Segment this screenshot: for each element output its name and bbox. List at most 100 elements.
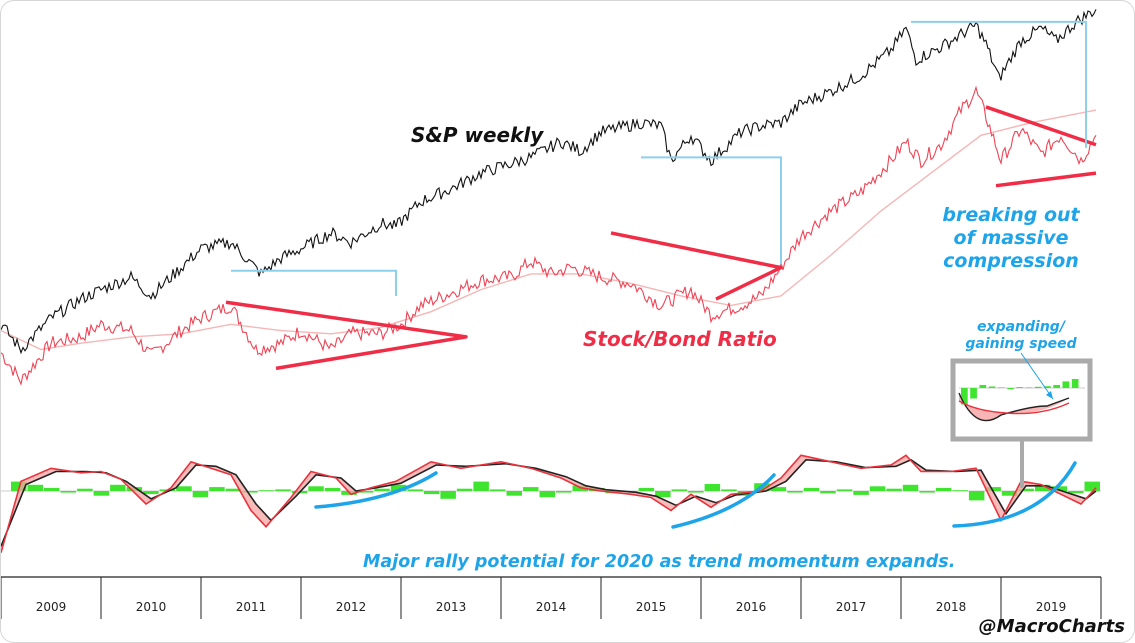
histogram-bar <box>357 491 374 493</box>
x-tick-label: 2016 <box>736 600 767 614</box>
histogram-bar <box>27 484 43 491</box>
arc-2012 <box>314 471 438 509</box>
histogram-bar <box>523 487 539 491</box>
series-ratio-moving-average <box>1 109 1097 351</box>
histogram-bar <box>836 489 853 491</box>
breakout-line-2: of massive <box>954 227 1069 249</box>
triangle-2018-upper <box>985 105 1097 147</box>
x-tick-label: 2014 <box>536 600 567 614</box>
breakout-box-2019 <box>911 20 1087 148</box>
x-tick-label: 2019 <box>1036 600 1067 614</box>
histogram-bar <box>638 487 655 491</box>
spx-label: S&P weekly <box>411 123 544 147</box>
inset-histogram-bar <box>970 388 977 399</box>
inset-histogram-bar <box>1025 387 1033 388</box>
histogram-bar <box>209 487 225 491</box>
histogram-bar <box>275 489 291 491</box>
histogram-bar <box>704 484 721 491</box>
inset-histogram-bar <box>1071 379 1079 388</box>
triangle-2015 <box>610 231 783 301</box>
inset-line-fast <box>958 400 1070 415</box>
expanding-line-2: gaining speed <box>965 336 1077 352</box>
histogram-bar <box>919 491 935 493</box>
histogram-bar <box>489 489 506 491</box>
histogram-bar <box>671 489 688 491</box>
histogram-bar <box>952 490 968 491</box>
bottom-note: Major rally potential for 2020 as trend … <box>363 552 955 572</box>
histogram-bar <box>456 488 473 491</box>
x-tick-label: 2015 <box>636 600 667 614</box>
series-momentum-fast <box>1 454 1097 554</box>
inset-histogram-bar <box>988 386 996 388</box>
histogram-bar <box>1018 488 1034 491</box>
histogram-bar <box>407 489 423 491</box>
histogram-bar <box>423 491 440 495</box>
inset-histogram-bar <box>961 388 968 405</box>
x-tick-label: 2012 <box>336 600 367 614</box>
histogram-bar <box>93 491 110 496</box>
histogram-bar <box>176 486 192 491</box>
inset-histogram-bar <box>1053 385 1060 388</box>
histogram-bar <box>787 491 803 493</box>
triangle-2011 <box>225 300 468 371</box>
histogram-bar <box>539 491 555 498</box>
histogram-bar <box>143 491 159 495</box>
watermark: @MacroCharts <box>979 616 1126 637</box>
breakout-box-2016 <box>641 156 782 265</box>
x-tick-label: 2017 <box>836 600 867 614</box>
breakout-box-2012 <box>231 269 397 296</box>
inset-histogram-bar <box>1016 387 1024 388</box>
expanding-line-1: expanding/ <box>977 319 1067 335</box>
inset-histogram-bar <box>1062 381 1070 388</box>
histogram-bar <box>985 487 1001 491</box>
histogram-bar <box>820 491 836 494</box>
x-tick-label: 2013 <box>436 600 467 614</box>
histogram-bar <box>968 491 985 501</box>
inset-histogram-bar <box>1007 388 1014 390</box>
inset-fill <box>959 393 1069 421</box>
arc-2016 <box>671 473 776 529</box>
inset-pointer-line <box>1020 352 1054 400</box>
histogram-bar <box>1084 481 1100 491</box>
histogram-bar <box>242 491 258 493</box>
histogram-bar <box>902 484 919 491</box>
histogram-bar <box>473 481 489 491</box>
x-tick-label: 2011 <box>236 600 267 614</box>
histogram-bar <box>258 490 275 491</box>
histogram-bar <box>688 491 704 493</box>
histogram-bar <box>44 487 60 491</box>
histogram-bar <box>1034 484 1051 491</box>
histogram-bar <box>721 489 737 491</box>
inset-histogram-bar <box>997 387 1005 388</box>
arc-2019 <box>952 461 1077 528</box>
inset-line-slow <box>958 392 1070 422</box>
breakout-line-3: compression <box>943 250 1079 272</box>
inset-pointer-arrowhead <box>1046 391 1053 399</box>
histogram-bar <box>390 484 407 491</box>
histogram-bar <box>853 491 869 495</box>
histogram-bar <box>324 487 341 491</box>
series-stock-bond-ratio <box>1 85 1097 386</box>
x-tick-label: 2009 <box>36 600 67 614</box>
histogram-bar <box>1051 486 1067 491</box>
histogram-bar <box>655 491 671 498</box>
x-tick-label: 2018 <box>936 600 967 614</box>
histogram-bar <box>935 487 952 491</box>
histogram-bar <box>886 488 902 491</box>
histogram-bar <box>110 484 126 491</box>
breakout-line-1: breaking out <box>942 204 1080 226</box>
x-tick-label: 2010 <box>136 600 167 614</box>
histogram-bar <box>1068 491 1084 494</box>
inset-histogram-bar <box>1034 386 1042 388</box>
inset-histogram-bar <box>1044 386 1051 388</box>
histogram-bar <box>1001 491 1018 496</box>
inset-histogram-bar <box>979 385 987 388</box>
inset-frame <box>950 358 1093 442</box>
histogram-bar <box>803 487 820 491</box>
triangle-2018-lower <box>995 171 1097 188</box>
histogram-bar <box>440 491 456 499</box>
histogram-bar <box>192 491 209 498</box>
histogram-bar <box>770 487 787 491</box>
